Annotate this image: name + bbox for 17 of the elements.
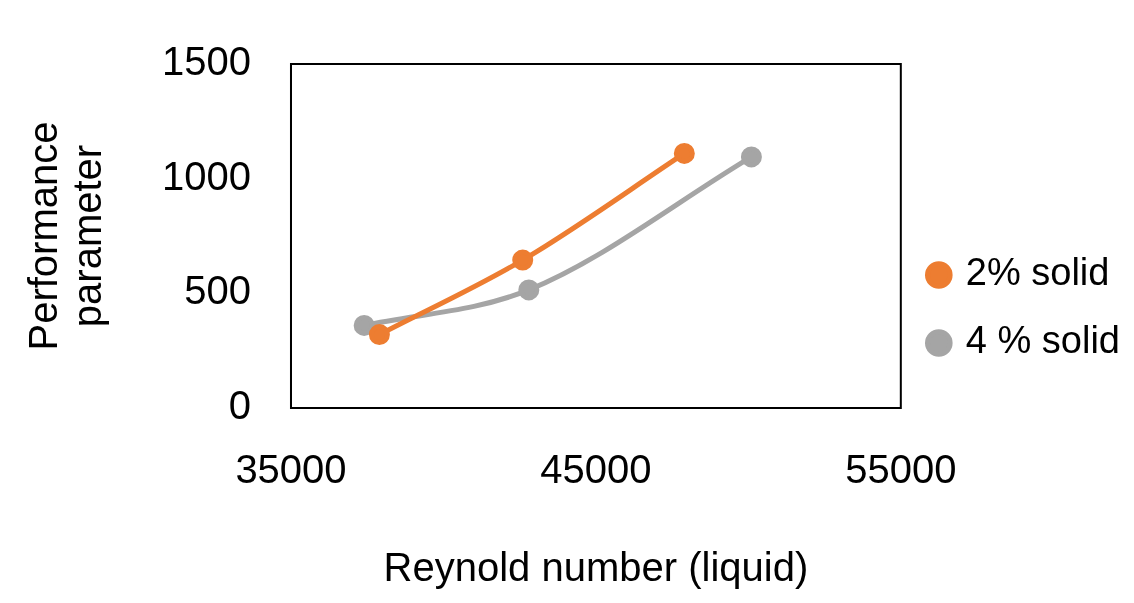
y-tick-label: 0: [228, 383, 251, 428]
point: [353, 314, 375, 336]
point: [518, 279, 540, 301]
point: [673, 142, 695, 164]
x-tick-label: 35000: [235, 447, 347, 492]
legend-label: 2% solid: [965, 251, 1110, 294]
legend-label: 4 % solid: [965, 319, 1121, 362]
y-axis-title: Performance parameter: [21, 121, 110, 351]
point: [368, 324, 390, 346]
x-axis-title: Reynold number (liquid): [383, 545, 809, 590]
y-tick-label: 1000: [162, 153, 251, 198]
x-tick-label: 55000: [845, 447, 957, 492]
y-tick-label: 500: [184, 268, 251, 313]
point: [740, 146, 762, 168]
y-tick-label: 1500: [162, 39, 251, 84]
x-tick-label: 45000: [540, 447, 652, 492]
point: [512, 249, 534, 271]
